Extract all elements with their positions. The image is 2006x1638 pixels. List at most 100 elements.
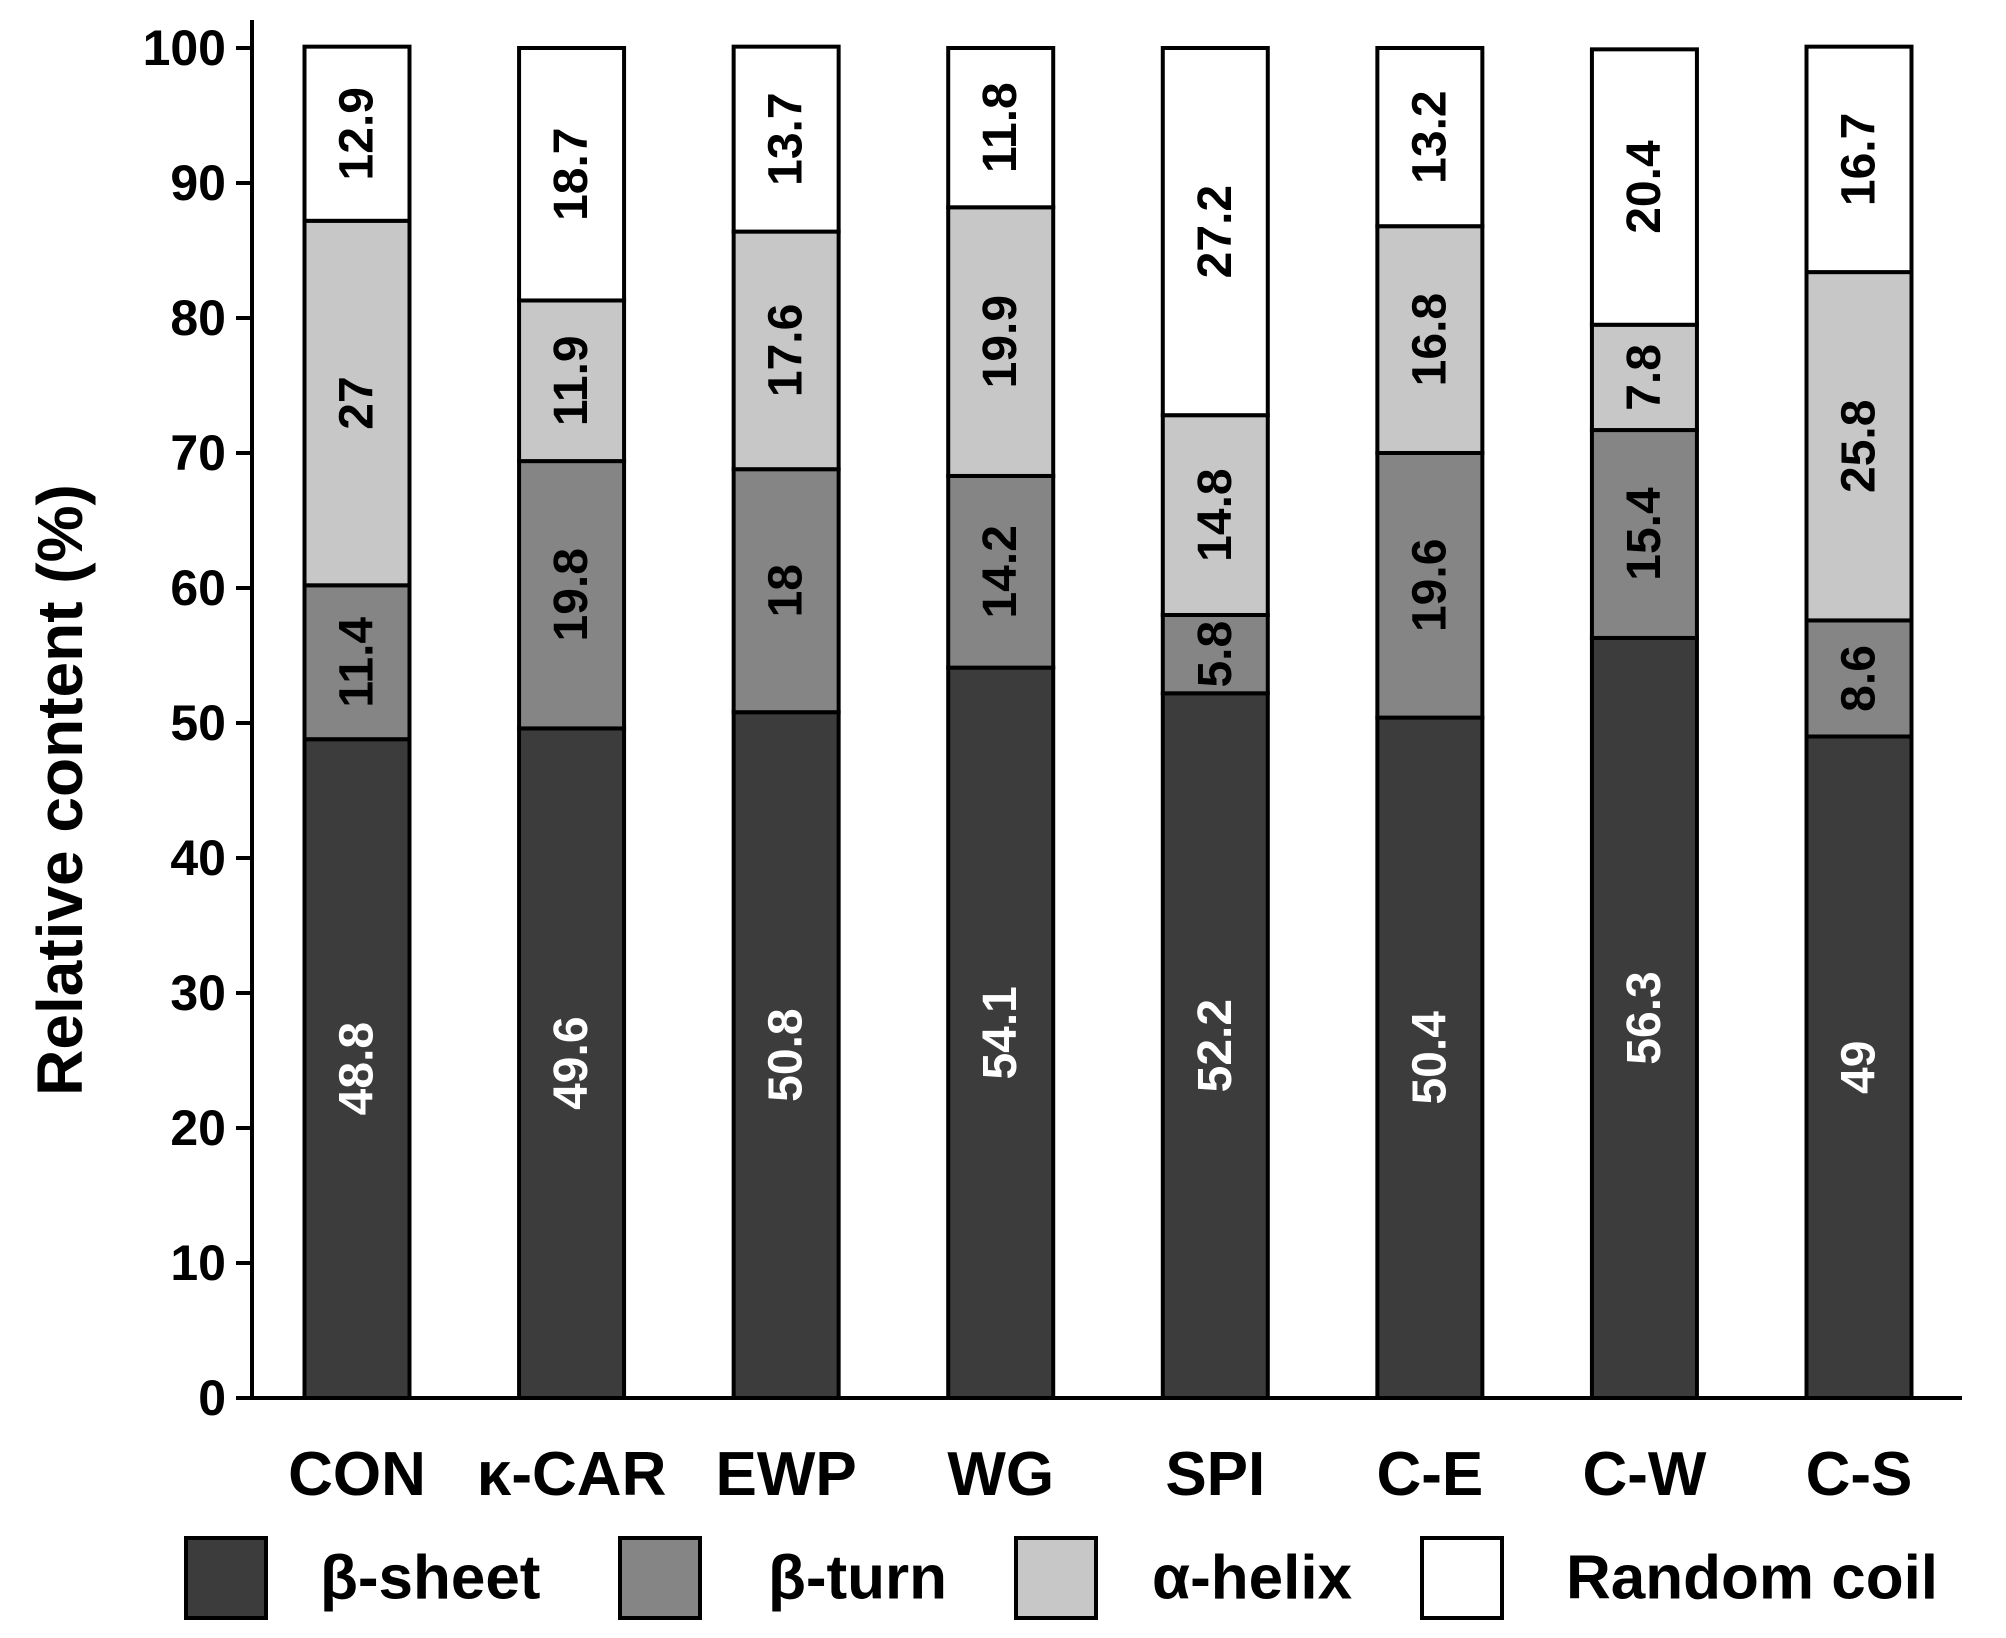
bar-segment-random-coil	[731, 44, 841, 234]
bar-segment-beta-turn	[1589, 428, 1699, 640]
value-label: 11.8	[974, 82, 1027, 173]
legend-item-random-coil: Random coil	[1420, 1536, 1938, 1620]
bar-segment-random-coil	[517, 46, 627, 303]
legend-label: α-helix	[1152, 1544, 1353, 1613]
value-label: 17.6	[760, 304, 813, 397]
value-label: 19.9	[974, 295, 1027, 388]
bar-segment-alpha-helix	[1804, 270, 1914, 623]
y-tick-label: 90	[170, 155, 226, 211]
bar-stack-wg: 54.1 14.2 19.9 11.8	[946, 46, 1056, 1400]
y-tick-label: 20	[170, 1100, 226, 1156]
value-label: 19.8	[545, 548, 598, 641]
bar-stack-c-s: 49 8.6 25.8 16.7	[1804, 44, 1914, 1400]
x-tick-label: CON	[288, 1440, 426, 1509]
y-tick-label: 100	[143, 20, 226, 76]
value-label: 25.8	[1833, 400, 1886, 493]
value-label: 12.9	[331, 87, 384, 180]
y-tick-label: 40	[170, 830, 226, 886]
bar-stack-con: 48.8 11.4 27 12.9	[302, 44, 412, 1400]
legend: β-sheet β-turn α-helix Random coil	[184, 1536, 1938, 1620]
value-label: 49	[1833, 1041, 1886, 1094]
y-tick-label: 50	[170, 695, 226, 751]
legend-swatch	[1420, 1536, 1504, 1620]
bar-segment-beta-turn	[1804, 618, 1914, 739]
bar-segment-random-coil	[1160, 46, 1270, 418]
value-label: 16.8	[1403, 293, 1456, 386]
bar-segment-beta-sheet	[1589, 635, 1699, 1400]
legend-swatch	[184, 1536, 268, 1620]
value-label: 49.6	[545, 1016, 598, 1109]
value-label: 54.1	[974, 986, 1027, 1079]
bar-segment-alpha-helix	[946, 205, 1056, 478]
bar-segment-alpha-helix	[731, 229, 841, 472]
bar-segment-random-coil	[946, 46, 1056, 210]
x-axis: CON κ-CAR EWP WG SPI C-E C-W C-S	[250, 1396, 1962, 1509]
value-label: 5.8	[1189, 621, 1242, 688]
bar-segment-beta-sheet	[302, 737, 412, 1400]
value-label: 13.7	[760, 92, 813, 185]
legend-label: β-turn	[768, 1544, 947, 1613]
bar-stack-spi: 52.2 5.8 14.8 27.2	[1160, 46, 1270, 1400]
value-label: 48.8	[331, 1022, 384, 1115]
bar-segment-beta-turn	[731, 467, 841, 715]
y-tick-label: 70	[170, 425, 226, 481]
x-tick-label: WG	[947, 1440, 1054, 1509]
value-label: 20.4	[1618, 140, 1671, 234]
value-label: 8.6	[1833, 645, 1886, 712]
value-label: 16.7	[1833, 113, 1886, 206]
value-label: 50.8	[760, 1008, 813, 1101]
value-label: 7.8	[1618, 344, 1671, 411]
y-tick-label: 30	[170, 965, 226, 1021]
value-label: 18.7	[545, 128, 598, 221]
legend-swatch	[618, 1536, 702, 1620]
y-tick-label: 0	[198, 1370, 226, 1426]
bar-segment-beta-turn	[1160, 613, 1270, 696]
x-tick-label: C-E	[1376, 1440, 1483, 1509]
bars: 48.8 11.4 27 12.9 49.6 19.8 11.9 18.7 50.8 18 17.6…	[302, 44, 1914, 1400]
value-label: 15.4	[1618, 487, 1671, 581]
legend-item-beta-sheet: β-sheet	[184, 1536, 540, 1620]
x-tick-label: SPI	[1165, 1440, 1265, 1509]
value-label: 27	[331, 376, 384, 429]
bar-segment-random-coil	[1589, 47, 1699, 327]
bar-segment-random-coil	[1804, 44, 1914, 275]
bar-segment-alpha-helix	[517, 298, 627, 464]
value-label: 50.4	[1403, 1011, 1456, 1105]
bar-segment-alpha-helix	[1160, 413, 1270, 618]
value-label: 56.3	[1618, 971, 1671, 1064]
x-tick-label: C-W	[1582, 1440, 1706, 1509]
value-label: 27.2	[1189, 185, 1242, 278]
value-label: 13.2	[1403, 90, 1456, 183]
bar-segment-alpha-helix	[1375, 224, 1485, 455]
bar-stack-ewp: 50.8 18 17.6 13.7	[731, 44, 841, 1400]
bar-segment-random-coil	[1375, 46, 1485, 229]
bar-segment-beta-sheet	[1160, 691, 1270, 1400]
y-tick-label: 60	[170, 560, 226, 616]
value-label: 11.4	[331, 617, 384, 708]
bar-segment-beta-turn	[1375, 451, 1485, 720]
legend-swatch	[1014, 1536, 1098, 1620]
bar-stack-c-e: 50.4 19.6 16.8 13.2	[1375, 46, 1485, 1400]
bar-segment-beta-turn	[946, 473, 1056, 670]
bar-stack-c-w: 56.3 15.4 7.8 20.4	[1589, 47, 1699, 1400]
y-tick-label: 10	[170, 1235, 226, 1291]
x-tick-label: C-S	[1806, 1440, 1913, 1509]
bar-stack-kappa-car: 49.6 19.8 11.9 18.7	[517, 46, 627, 1400]
value-label: 52.2	[1189, 999, 1242, 1092]
legend-item-alpha-helix: α-helix	[1014, 1536, 1353, 1620]
value-label: 14.8	[1189, 468, 1242, 561]
value-label: 14.2	[974, 525, 1027, 618]
value-label: 18	[760, 564, 813, 617]
value-label: 11.9	[545, 335, 598, 426]
legend-label: β-sheet	[320, 1544, 540, 1613]
legend-item-beta-turn: β-turn	[618, 1536, 947, 1620]
y-tick-label: 80	[170, 290, 226, 346]
bar-segment-random-coil	[302, 44, 412, 223]
value-label: 19.6	[1403, 539, 1456, 632]
bar-segment-beta-turn	[517, 459, 627, 731]
x-tick-label: EWP	[716, 1440, 857, 1509]
legend-label: Random coil	[1566, 1544, 1938, 1613]
x-tick-label: κ-CAR	[477, 1440, 667, 1509]
y-axis: 0 10 20 30 40 50 60 70 80 90 100	[143, 20, 254, 1426]
